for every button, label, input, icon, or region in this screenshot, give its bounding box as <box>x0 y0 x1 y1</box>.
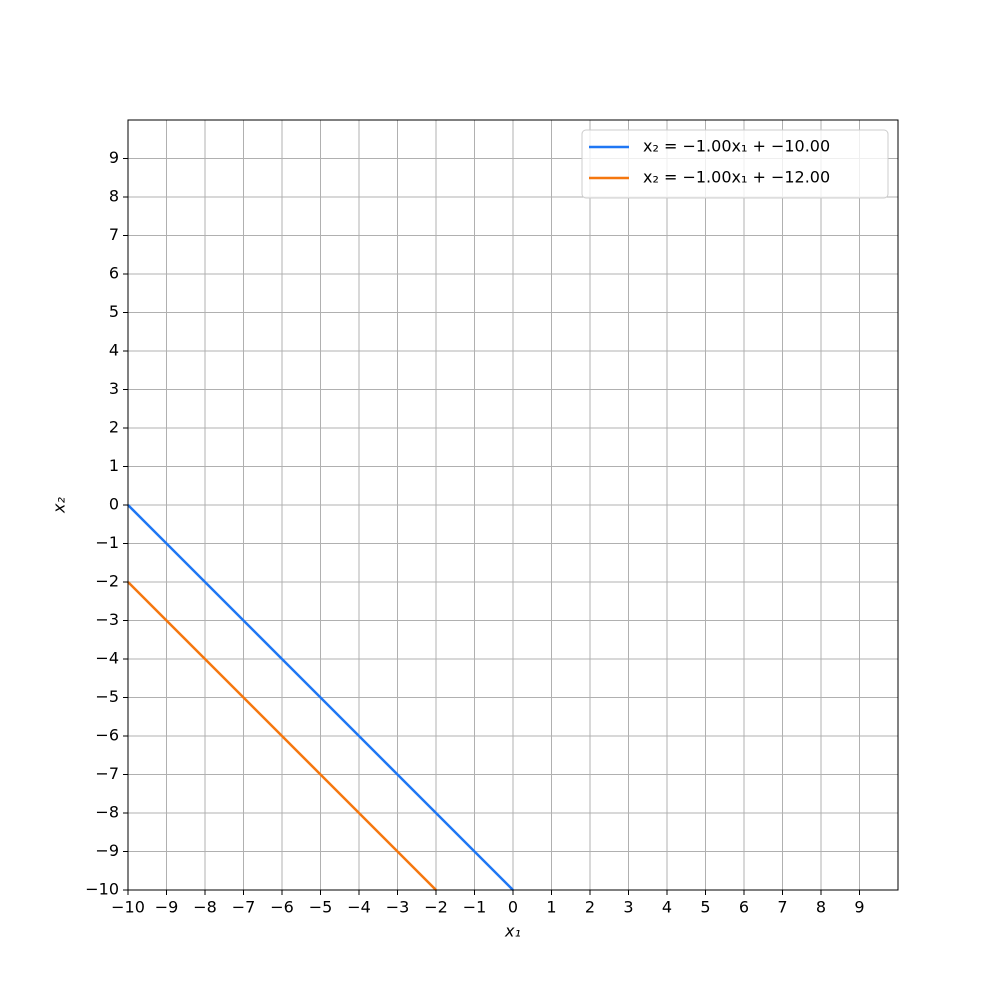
plot-frame <box>127 119 899 891</box>
x-tick-label: −9 <box>155 898 179 917</box>
legend-label: x₂ = −1.00x₁ + −10.00 <box>643 137 830 156</box>
y-tick-label: 5 <box>109 302 119 321</box>
legend-box <box>581 129 889 199</box>
y-tick-label: −10 <box>85 880 119 899</box>
x-tick-label: −4 <box>347 898 371 917</box>
y-tick-label: 1 <box>109 456 119 475</box>
series-line <box>127 581 437 891</box>
y-tick-label: −7 <box>95 764 119 783</box>
x-tick-label: 2 <box>585 898 595 917</box>
y-tick-label: 8 <box>109 187 119 206</box>
x-tick-label: −8 <box>193 898 217 917</box>
x-tick-label: −6 <box>270 898 294 917</box>
x-tick-label: −2 <box>424 898 448 917</box>
x-tick-label: −5 <box>309 898 333 917</box>
x-tick-label: 4 <box>662 898 672 917</box>
x-tick-label: −10 <box>111 898 145 917</box>
y-tick-label: −1 <box>95 533 119 552</box>
y-tick-label: 3 <box>109 379 119 398</box>
x-tick-label: 8 <box>816 898 826 917</box>
x-tick-label: 1 <box>546 898 556 917</box>
y-tick-label: 7 <box>109 225 119 244</box>
x-tick-label: 5 <box>700 898 710 917</box>
x-tick-label: −1 <box>463 898 487 917</box>
x-axis-label: x₁ <box>504 922 521 941</box>
x-tick-label: −7 <box>232 898 256 917</box>
y-tick-label: 4 <box>109 341 119 360</box>
y-tick-label: −6 <box>95 726 119 745</box>
y-tick-label: −2 <box>95 572 119 591</box>
y-tick-label: 2 <box>109 418 119 437</box>
y-tick-label: 9 <box>109 148 119 167</box>
y-axis-label: x₂ <box>50 496 69 513</box>
legend-label: x₂ = −1.00x₁ + −12.00 <box>643 168 830 187</box>
y-tick-label: 0 <box>109 495 119 514</box>
x-tick-label: 7 <box>777 898 787 917</box>
x-tick-label: −3 <box>386 898 410 917</box>
y-tick-label: −4 <box>95 649 119 668</box>
y-tick-label: −3 <box>95 610 119 629</box>
x-tick-label: 0 <box>508 898 518 917</box>
x-tick-label: 9 <box>854 898 864 917</box>
y-tick-label: −5 <box>95 687 119 706</box>
series-line <box>127 504 514 891</box>
x-tick-label: 3 <box>623 898 633 917</box>
y-tick-label: 6 <box>109 264 119 283</box>
x-tick-label: 6 <box>739 898 749 917</box>
y-tick-label: −8 <box>95 803 119 822</box>
y-tick-label: −9 <box>95 841 119 860</box>
